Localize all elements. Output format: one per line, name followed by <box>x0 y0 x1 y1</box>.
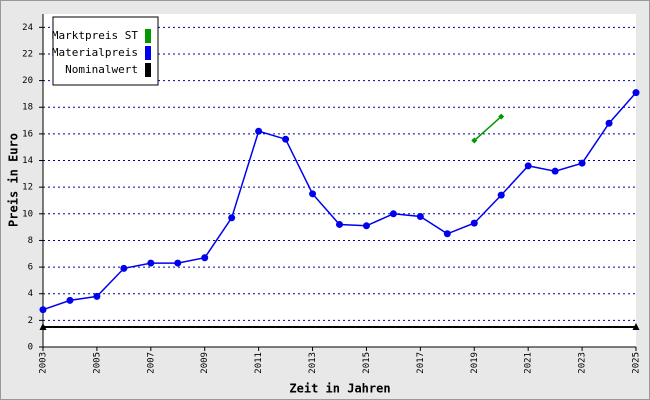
y-tick-label: 8 <box>28 236 33 246</box>
point <box>443 230 451 238</box>
y-tick-label: 20 <box>22 76 33 86</box>
y-axis-title: Preis in Euro <box>7 133 21 227</box>
x-tick-label: 2017 <box>416 352 426 374</box>
point <box>255 127 263 135</box>
x-tick-label: 2015 <box>362 352 372 374</box>
y-tick-label: 22 <box>22 49 33 59</box>
point <box>66 296 74 304</box>
x-tick-label: 2025 <box>632 352 642 374</box>
x-tick-label: 2007 <box>146 352 156 374</box>
x-tick-label: 2013 <box>308 352 318 374</box>
point <box>93 292 101 300</box>
point <box>416 212 424 220</box>
legend-label: Nominalwert <box>65 63 138 76</box>
point <box>201 254 209 262</box>
point <box>470 219 478 227</box>
point <box>39 323 47 331</box>
point <box>39 306 47 314</box>
y-tick-label: 6 <box>28 263 33 273</box>
x-tick-label: 2003 <box>39 352 49 374</box>
y-tick-label: 14 <box>22 156 33 166</box>
point <box>282 135 290 143</box>
point <box>147 259 155 267</box>
legend: Marktpreis ST Materialpreis Nominalwert <box>52 16 159 86</box>
y-tick-label: 0 <box>28 343 33 353</box>
x-tick-label: 2009 <box>200 352 210 374</box>
point <box>362 222 370 230</box>
legend-swatch <box>145 46 151 60</box>
point <box>389 210 397 218</box>
point <box>336 220 343 228</box>
y-tick-label: 2 <box>28 316 33 326</box>
legend-label: Materialpreis <box>52 46 138 59</box>
x-tick-label: 2005 <box>92 352 102 374</box>
legend-label: Marktpreis ST <box>52 29 138 42</box>
y-tick-label: 4 <box>28 289 33 299</box>
point <box>551 167 559 175</box>
point <box>578 159 586 167</box>
legend-swatch <box>145 29 151 43</box>
x-axis-title: Zeit in Jahren <box>289 382 390 396</box>
y-tick-label: 10 <box>22 209 33 219</box>
point <box>632 89 640 97</box>
point <box>524 162 532 170</box>
point <box>605 119 613 127</box>
line <box>473 116 502 142</box>
x-tick-label: 2023 <box>578 352 588 374</box>
x-tick-label: 2021 <box>524 352 534 374</box>
y-tick-label: 16 <box>22 129 33 139</box>
point <box>309 190 317 198</box>
point <box>498 113 505 120</box>
legend-swatch <box>145 63 151 77</box>
y-tick-label: 18 <box>22 103 33 113</box>
legend-box <box>52 16 159 86</box>
point <box>497 191 505 199</box>
point <box>174 259 182 267</box>
y-tick-label: 12 <box>22 183 33 193</box>
point <box>471 137 478 144</box>
y-tick-label: 24 <box>22 23 33 33</box>
point <box>228 214 236 222</box>
x-tick-label: 2011 <box>254 352 264 374</box>
x-tick-label: 2019 <box>470 352 480 374</box>
point <box>120 264 128 272</box>
point <box>632 323 640 331</box>
